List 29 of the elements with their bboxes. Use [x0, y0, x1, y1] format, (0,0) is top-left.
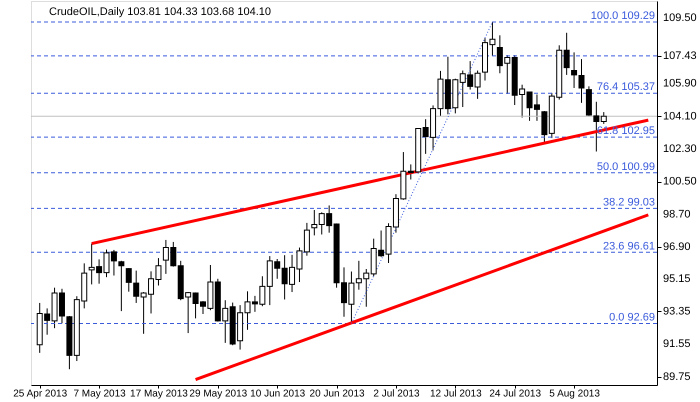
ref-line-label: 50.0 100.99 [596, 160, 655, 173]
y-tick-label: 105.90 [663, 78, 697, 90]
y-tick-label: 104.10 [663, 110, 697, 122]
y-tick-label: 96.90 [663, 241, 691, 254]
x-tick-label: 5 Aug 2013 [549, 388, 600, 400]
x-tick-label: 10 Jun 2013 [250, 388, 306, 400]
y-tick-label: 102.30 [663, 142, 697, 155]
x-tick-label: 24 Jul 2013 [489, 388, 542, 400]
x-tick-label: 29 May 2013 [189, 388, 248, 400]
ref-line-label: 23.6 96.61 [603, 240, 655, 252]
x-tick-label: 17 May 2013 [130, 388, 188, 400]
y-tick-label: 95.15 [663, 272, 691, 285]
x-tick-label: 25 Apr 2013 [13, 388, 68, 400]
x-tick-label: 7 May 2013 [73, 388, 126, 400]
y-tick-label: 100.50 [663, 176, 697, 188]
y-tick-label: 89.75 [663, 370, 691, 383]
y-tick-label: 91.55 [663, 338, 691, 350]
x-tick-label: 12 Jul 2013 [430, 388, 482, 400]
y-tick-label: 93.35 [663, 305, 691, 318]
chart-title: CrudeOIL,Daily 103.81 104.33 103.68 104.10 [49, 6, 271, 18]
y-tick-label: 109.50 [663, 12, 697, 24]
x-tick-label: 2 Jul 2013 [373, 388, 420, 400]
x-tick-label: 20 Jun 2013 [310, 388, 366, 400]
y-tick-label: 98.70 [663, 208, 691, 220]
ref-line-label: 100.0 109.29 [590, 10, 655, 22]
ref-line-label: 76.4 105.37 [596, 81, 655, 94]
y-tick-label: 107.43 [663, 50, 697, 62]
ref-line-label: 38.2 99.03 [603, 196, 655, 208]
ref-line-label: 0.0 92.69 [609, 311, 655, 324]
